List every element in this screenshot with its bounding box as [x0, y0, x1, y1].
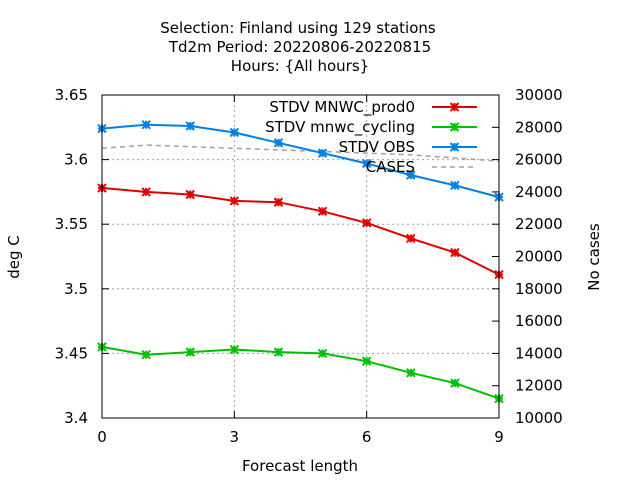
series-stdv-mnwc-prod0: [97, 183, 504, 280]
point-stdv-mnwc-prod0-3: [229, 196, 240, 206]
y-tick-label-3.6: 3.6: [64, 151, 88, 169]
y2-tick-label-12000: 12000: [515, 377, 563, 395]
x-axis-label: Forecast length: [242, 457, 358, 475]
y2-tick-label-24000: 24000: [515, 183, 563, 201]
y2-tick-label-30000: 30000: [515, 86, 563, 104]
point-stdv-mnwc-cycling-3: [229, 344, 240, 355]
point-stdv-obs-3: [229, 127, 240, 138]
legend-marker-stdv-mnwc-prod0: [449, 102, 460, 112]
y-tick-label-3.45: 3.45: [55, 344, 88, 362]
x-tick-label-3: 3: [230, 428, 240, 446]
legend-label-stdv-obs: STDV OBS: [339, 138, 415, 156]
point-stdv-mnwc-cycling-8: [450, 378, 460, 388]
point-stdv-mnwc-prod0-6: [361, 218, 372, 228]
y2-tick-label-18000: 18000: [515, 280, 563, 298]
point-stdv-obs-5: [317, 148, 328, 158]
legend-item-cases: CASES: [366, 158, 477, 176]
series-stdv-mnwc-cycling: [97, 342, 504, 404]
plot-frame: [101, 94, 500, 419]
title-line-1: Selection: Finland using 129 stations: [160, 19, 436, 37]
series-line-stdv-mnwc-prod0: [101, 187, 500, 276]
point-stdv-mnwc-prod0-4: [273, 197, 284, 207]
point-stdv-mnwc-prod0-2: [185, 189, 195, 200]
title-line-2: Td2m Period: 20220806-20220815: [168, 38, 431, 56]
y2-tick-label-16000: 16000: [515, 312, 563, 330]
y2-tick-label-22000: 22000: [515, 215, 563, 233]
legend-item-stdv-mnwc-cycling: STDV mnwc_cycling: [265, 118, 477, 137]
point-stdv-obs-8: [450, 180, 460, 191]
x-tick-label-6: 6: [362, 428, 372, 446]
point-stdv-mnwc-cycling-5: [317, 348, 328, 359]
point-stdv-mnwc-cycling-4: [273, 347, 284, 357]
y-axis-label: deg C: [5, 235, 23, 279]
y2-axis-label: No cases: [585, 223, 603, 291]
point-stdv-mnwc-prod0-7: [406, 233, 416, 244]
y2-tick-label-26000: 26000: [515, 151, 563, 169]
y2-tick-label-14000: 14000: [515, 344, 563, 362]
legend-label-stdv-mnwc-cycling: STDV mnwc_cycling: [265, 118, 415, 137]
y2-tick-label-10000: 10000: [515, 409, 563, 427]
axes: 3.4 3.45 3.5 3.55 3.6 3.65 10000 12000 14000 1600…: [55, 86, 563, 446]
series-cases: [101, 144, 500, 162]
y-tick-label-3.55: 3.55: [55, 215, 88, 233]
chart-title: Selection: Finland using 129 stations Td…: [160, 19, 436, 75]
point-stdv-obs-4: [273, 138, 284, 148]
title-line-3: Hours: {All hours}: [231, 57, 369, 75]
y-tick-label-3.5: 3.5: [64, 280, 88, 298]
point-stdv-mnwc-prod0-8: [450, 247, 460, 258]
point-stdv-mnwc-cycling-2: [185, 347, 195, 357]
legend-marker-stdv-obs: [449, 142, 460, 152]
x-tick-label-9: 9: [494, 428, 504, 446]
point-stdv-mnwc-prod0-1: [141, 187, 151, 197]
series-line-stdv-mnwc-cycling: [101, 345, 500, 400]
x-tick-label-0: 0: [97, 428, 107, 446]
point-stdv-obs-2: [185, 121, 195, 131]
point-stdv-obs-6: [361, 158, 372, 169]
point-stdv-obs-7: [406, 170, 416, 180]
series-line-stdv-obs: [101, 123, 500, 199]
legend-label-cases: CASES: [366, 158, 415, 176]
y2-tick-label-20000: 20000: [515, 248, 563, 266]
point-stdv-mnwc-cycling-1: [141, 349, 151, 360]
point-stdv-mnwc-prod0-5: [317, 206, 328, 216]
y-tick-label-3.4: 3.4: [64, 409, 88, 427]
legend-label-stdv-mnwc-prod0: STDV MNWC_prod0: [269, 98, 415, 117]
grid: [102, 95, 499, 418]
point-stdv-mnwc-cycling-6: [361, 356, 372, 366]
plot-series: [97, 120, 504, 404]
point-stdv-mnwc-cycling-7: [406, 368, 416, 378]
legend-marker-stdv-mnwc-cycling: [449, 122, 460, 132]
y-tick-label-3.65: 3.65: [55, 86, 88, 104]
legend-item-stdv-obs: STDV OBS: [339, 138, 477, 156]
y2-tick-label-28000: 28000: [515, 118, 563, 136]
point-stdv-obs-1: [141, 120, 151, 130]
legend-item-stdv-mnwc-prod0: STDV MNWC_prod0: [269, 98, 477, 117]
series-line-cases: [101, 144, 500, 162]
